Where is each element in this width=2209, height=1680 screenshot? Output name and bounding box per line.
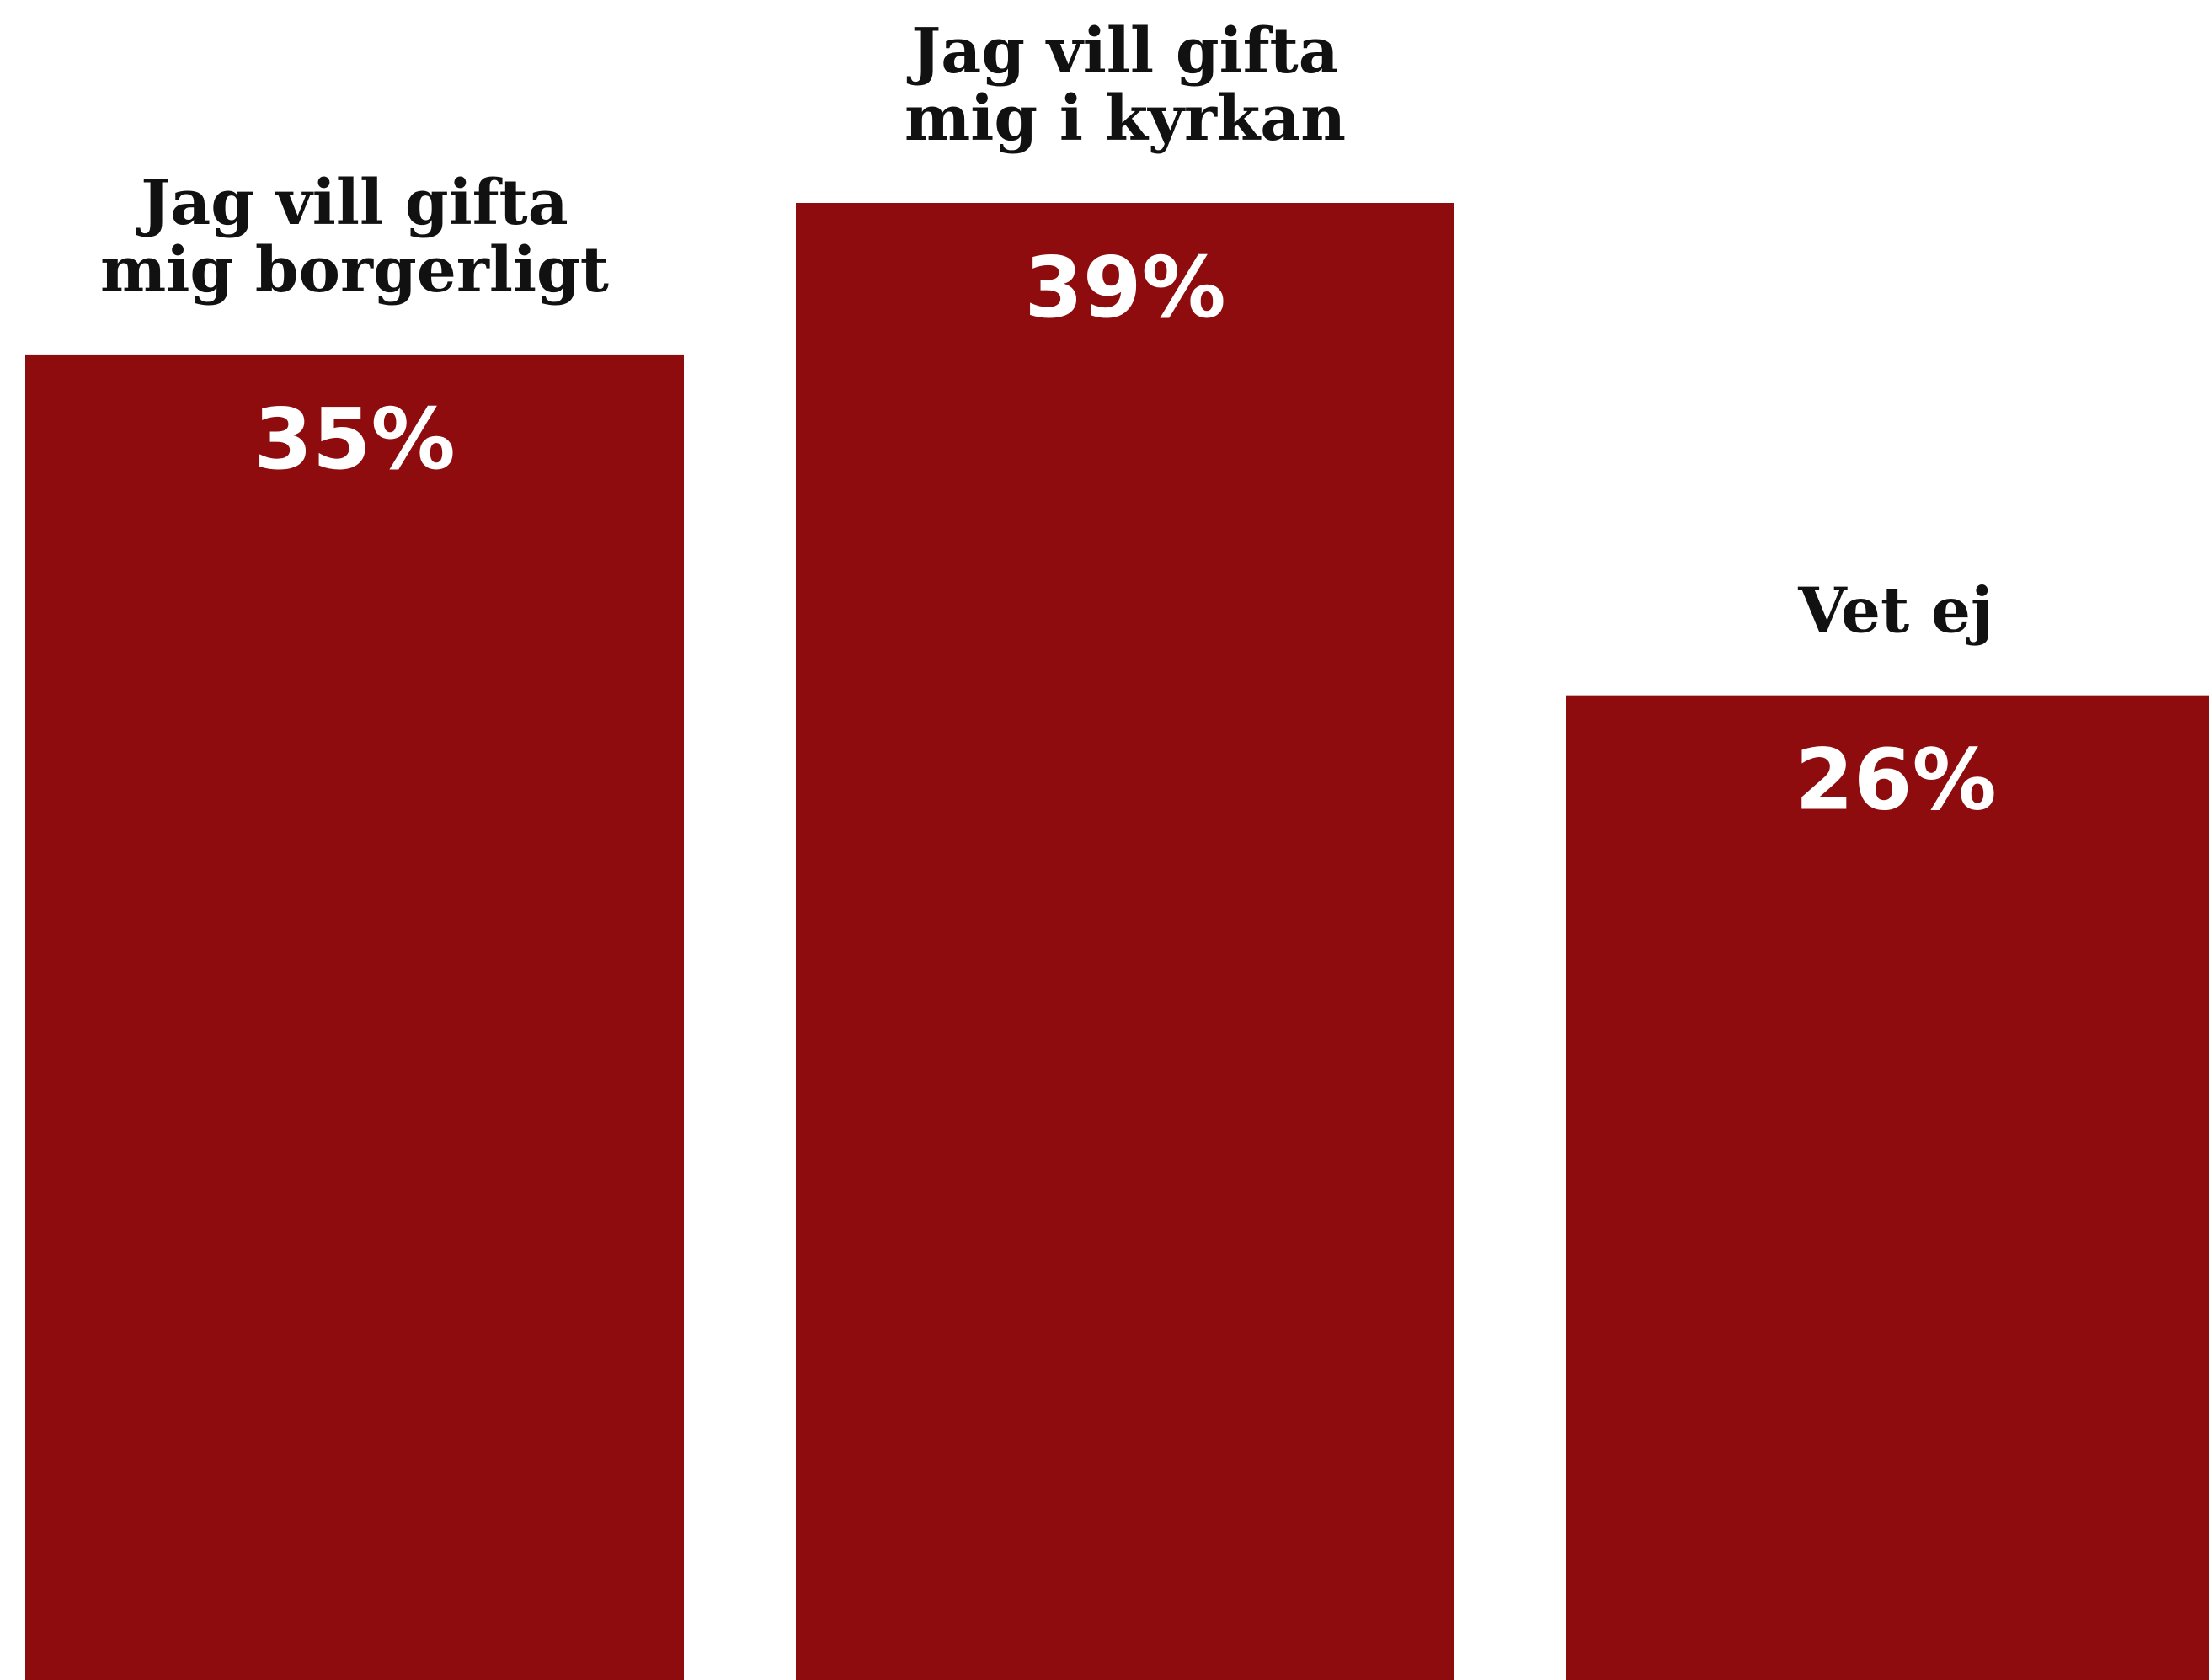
bar-3 — [1566, 695, 2209, 1680]
bar-2 — [796, 203, 1454, 1680]
value-label-3: 26% — [1795, 731, 1996, 829]
category-label-2-line-2: mig i kyrkan — [904, 83, 1346, 155]
value-label-1: 35% — [253, 390, 455, 488]
category-label-1-line-2: mig borgerligt — [100, 234, 609, 307]
value-label-2: 39% — [1024, 238, 1225, 337]
category-label-1-line-1: Jag vill gifta — [136, 167, 568, 239]
category-label-2-line-1: Jag vill gifta — [906, 15, 1338, 88]
bars-layer — [25, 203, 2209, 1680]
bar-1 — [25, 354, 684, 1680]
category-label-3-line-1: Vet ej — [1797, 575, 1993, 648]
